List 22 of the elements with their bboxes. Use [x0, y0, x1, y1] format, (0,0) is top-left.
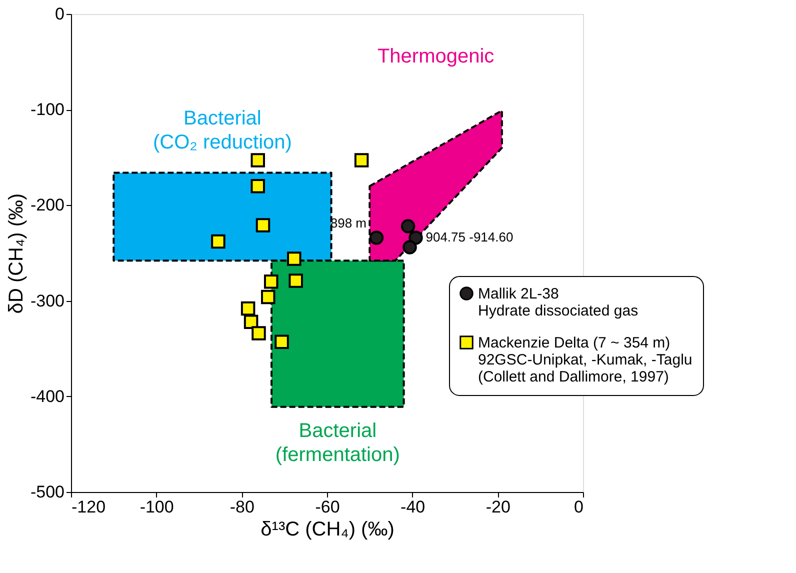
x-tick-label: -100	[140, 498, 174, 516]
annotation: 904.75 -914.60	[426, 230, 514, 245]
y-tick-label: -500	[30, 482, 64, 502]
annotation: 898 m	[330, 216, 366, 231]
x-tick-label: -60	[315, 498, 340, 516]
x-tick-label: 0	[574, 498, 584, 516]
x-axis-title: δ¹³C (CH₄) (‰)	[260, 518, 394, 540]
y-tick-label: -400	[30, 386, 64, 406]
y-tick-label: 0	[55, 4, 64, 24]
x-tick-label: -20	[486, 498, 510, 516]
text: Thermogenic	[377, 46, 494, 68]
y-tick-label: -200	[30, 196, 64, 215]
legend-label: Mackenzie Delta (7 ~ 354 m) 92GSC-Unipkat, -Kumak, -Taglu (Collett and Dallimore, 1997)	[478, 334, 692, 386]
x-tick-label: -40	[400, 498, 426, 516]
y-axis-title: δD (CH₄) (‰)	[5, 193, 28, 314]
y-tick-label: -300	[30, 291, 64, 310]
series-label: Bacterial (CO₂ reduction)	[153, 108, 292, 154]
x-tick-label: -120	[72, 498, 106, 516]
x-tick-label: -80	[230, 498, 254, 516]
legend-label: Mallik 2L-38 Hydrate dissociated gas	[478, 286, 638, 320]
series-label: Bacterial (fermentation)	[275, 420, 400, 466]
y-tick-label: -100	[30, 100, 64, 120]
